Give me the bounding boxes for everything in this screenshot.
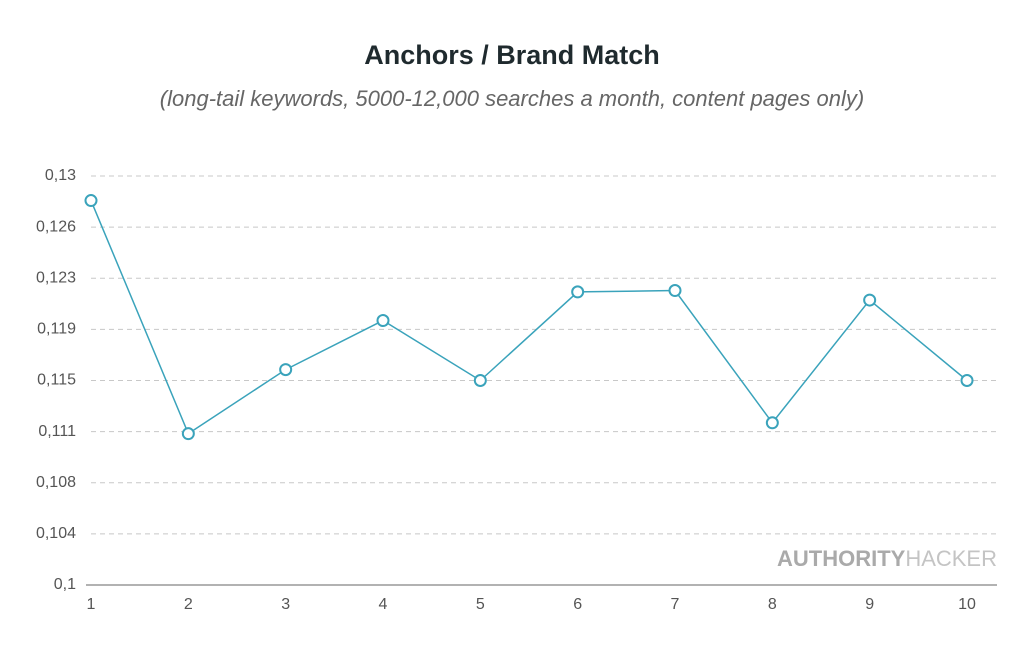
point [863, 293, 877, 307]
x-tick-label: 5 [476, 596, 485, 613]
point [571, 285, 585, 299]
x-tick-label: 1 [87, 596, 96, 613]
line [90, 200, 968, 435]
y-tick-label: 0,119 [37, 321, 76, 338]
y-tick-label: 0,1 [54, 576, 76, 593]
y-tick-label: 0,126 [36, 218, 76, 235]
x-tick-label: 7 [671, 596, 680, 613]
point [84, 194, 98, 208]
point [279, 363, 293, 377]
y-tick-label: 0,123 [36, 269, 76, 286]
point [376, 314, 390, 328]
point [960, 374, 974, 387]
point [765, 416, 779, 430]
y-tick-label: 0,13 [45, 167, 76, 184]
chart-title: Anchors / Brand Match [364, 40, 660, 70]
point [473, 374, 487, 387]
x-tick-label: 3 [281, 596, 290, 613]
y-tick-label: 0,104 [36, 525, 76, 542]
y-tick-label: 0,111 [38, 423, 76, 440]
x-tick-label: 9 [865, 596, 874, 613]
watermark-light: HACKER [905, 546, 997, 571]
point [668, 284, 682, 298]
x-tick-label: 10 [958, 596, 976, 613]
chart-subtitle: (long-tail keywords, 5000-12,000 searche… [160, 86, 864, 111]
y-tick-label: 0,108 [36, 474, 76, 491]
x-tick-label: 2 [184, 596, 193, 613]
x-tick-label: 6 [573, 596, 582, 613]
watermark: AUTHORITYHACKER [777, 546, 997, 571]
x-tick-label: 8 [768, 596, 777, 613]
x-tick-label: 4 [379, 596, 388, 613]
watermark-bold: AUTHORITY [777, 546, 906, 571]
point [181, 427, 195, 441]
y-tick-label: 0,115 [37, 372, 76, 389]
